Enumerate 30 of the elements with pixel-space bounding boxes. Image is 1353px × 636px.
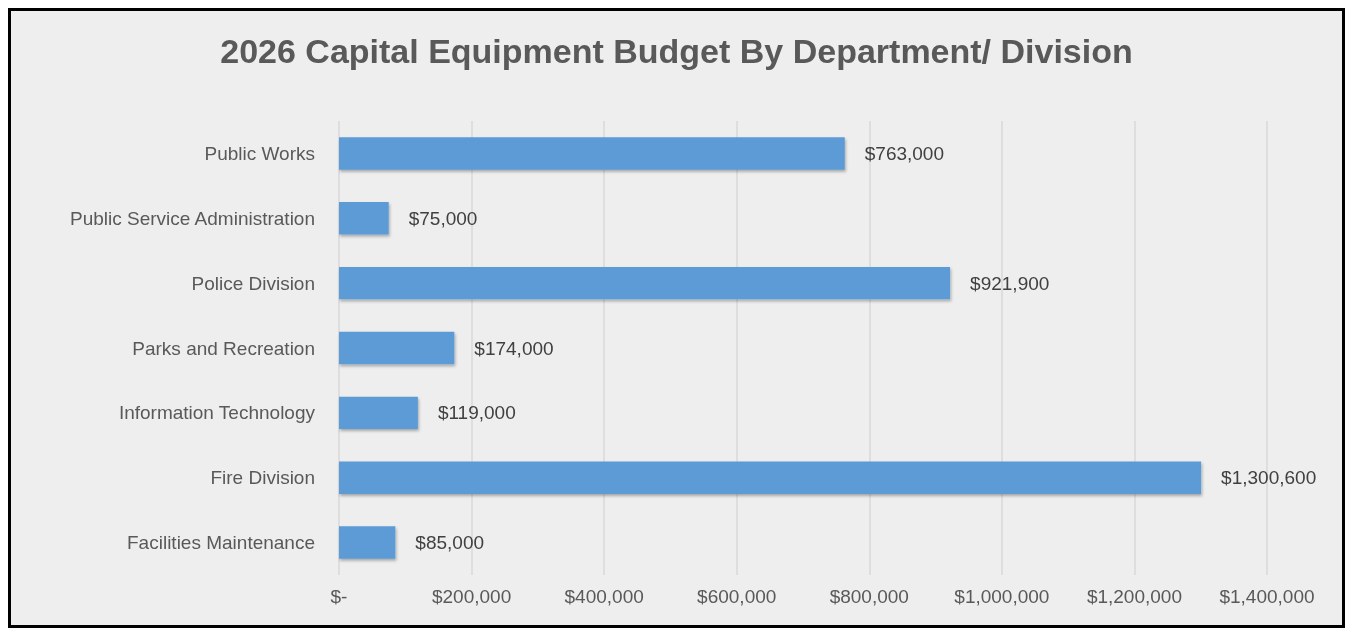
y-tick-label: Facilities Maintenance [127,532,315,554]
data-label: $174,000 [474,337,554,359]
x-tick-label: $400,000 [564,586,644,607]
y-tick-label: Parks and Recreation [132,337,315,359]
x-tick-label: $800,000 [829,586,909,607]
y-tick-label: Police Division [191,272,315,294]
x-tick-label: $600,000 [697,586,777,607]
y-tick-label: Information Technology [118,402,316,424]
bar [339,137,845,170]
data-label: $119,000 [437,402,516,424]
bar [339,526,396,559]
x-tick-label: $1,000,000 [954,586,1050,607]
data-label: $921,900 [970,272,1050,294]
chart-title: 2026 Capital Equipment Budget By Department/ Division [220,32,1133,70]
y-tick-label: Public Works [204,142,315,164]
data-label: $763,000 [864,142,945,164]
data-label: $75,000 [408,207,478,229]
bar [339,266,951,300]
y-tick-label: Public Service Administration [70,207,315,229]
bar [339,461,1202,494]
bar [339,202,389,235]
x-tick-label: $- [330,586,348,607]
bar [339,396,418,430]
data-label: $1,300,600 [1221,467,1317,489]
data-label: $85,000 [415,532,485,554]
x-tick-label: $200,000 [431,586,512,607]
bar [339,331,455,365]
y-tick-label: Fire Division [210,467,315,489]
x-tick-label: $1,400,000 [1219,586,1315,607]
x-tick-label: $1,200,000 [1086,586,1182,607]
